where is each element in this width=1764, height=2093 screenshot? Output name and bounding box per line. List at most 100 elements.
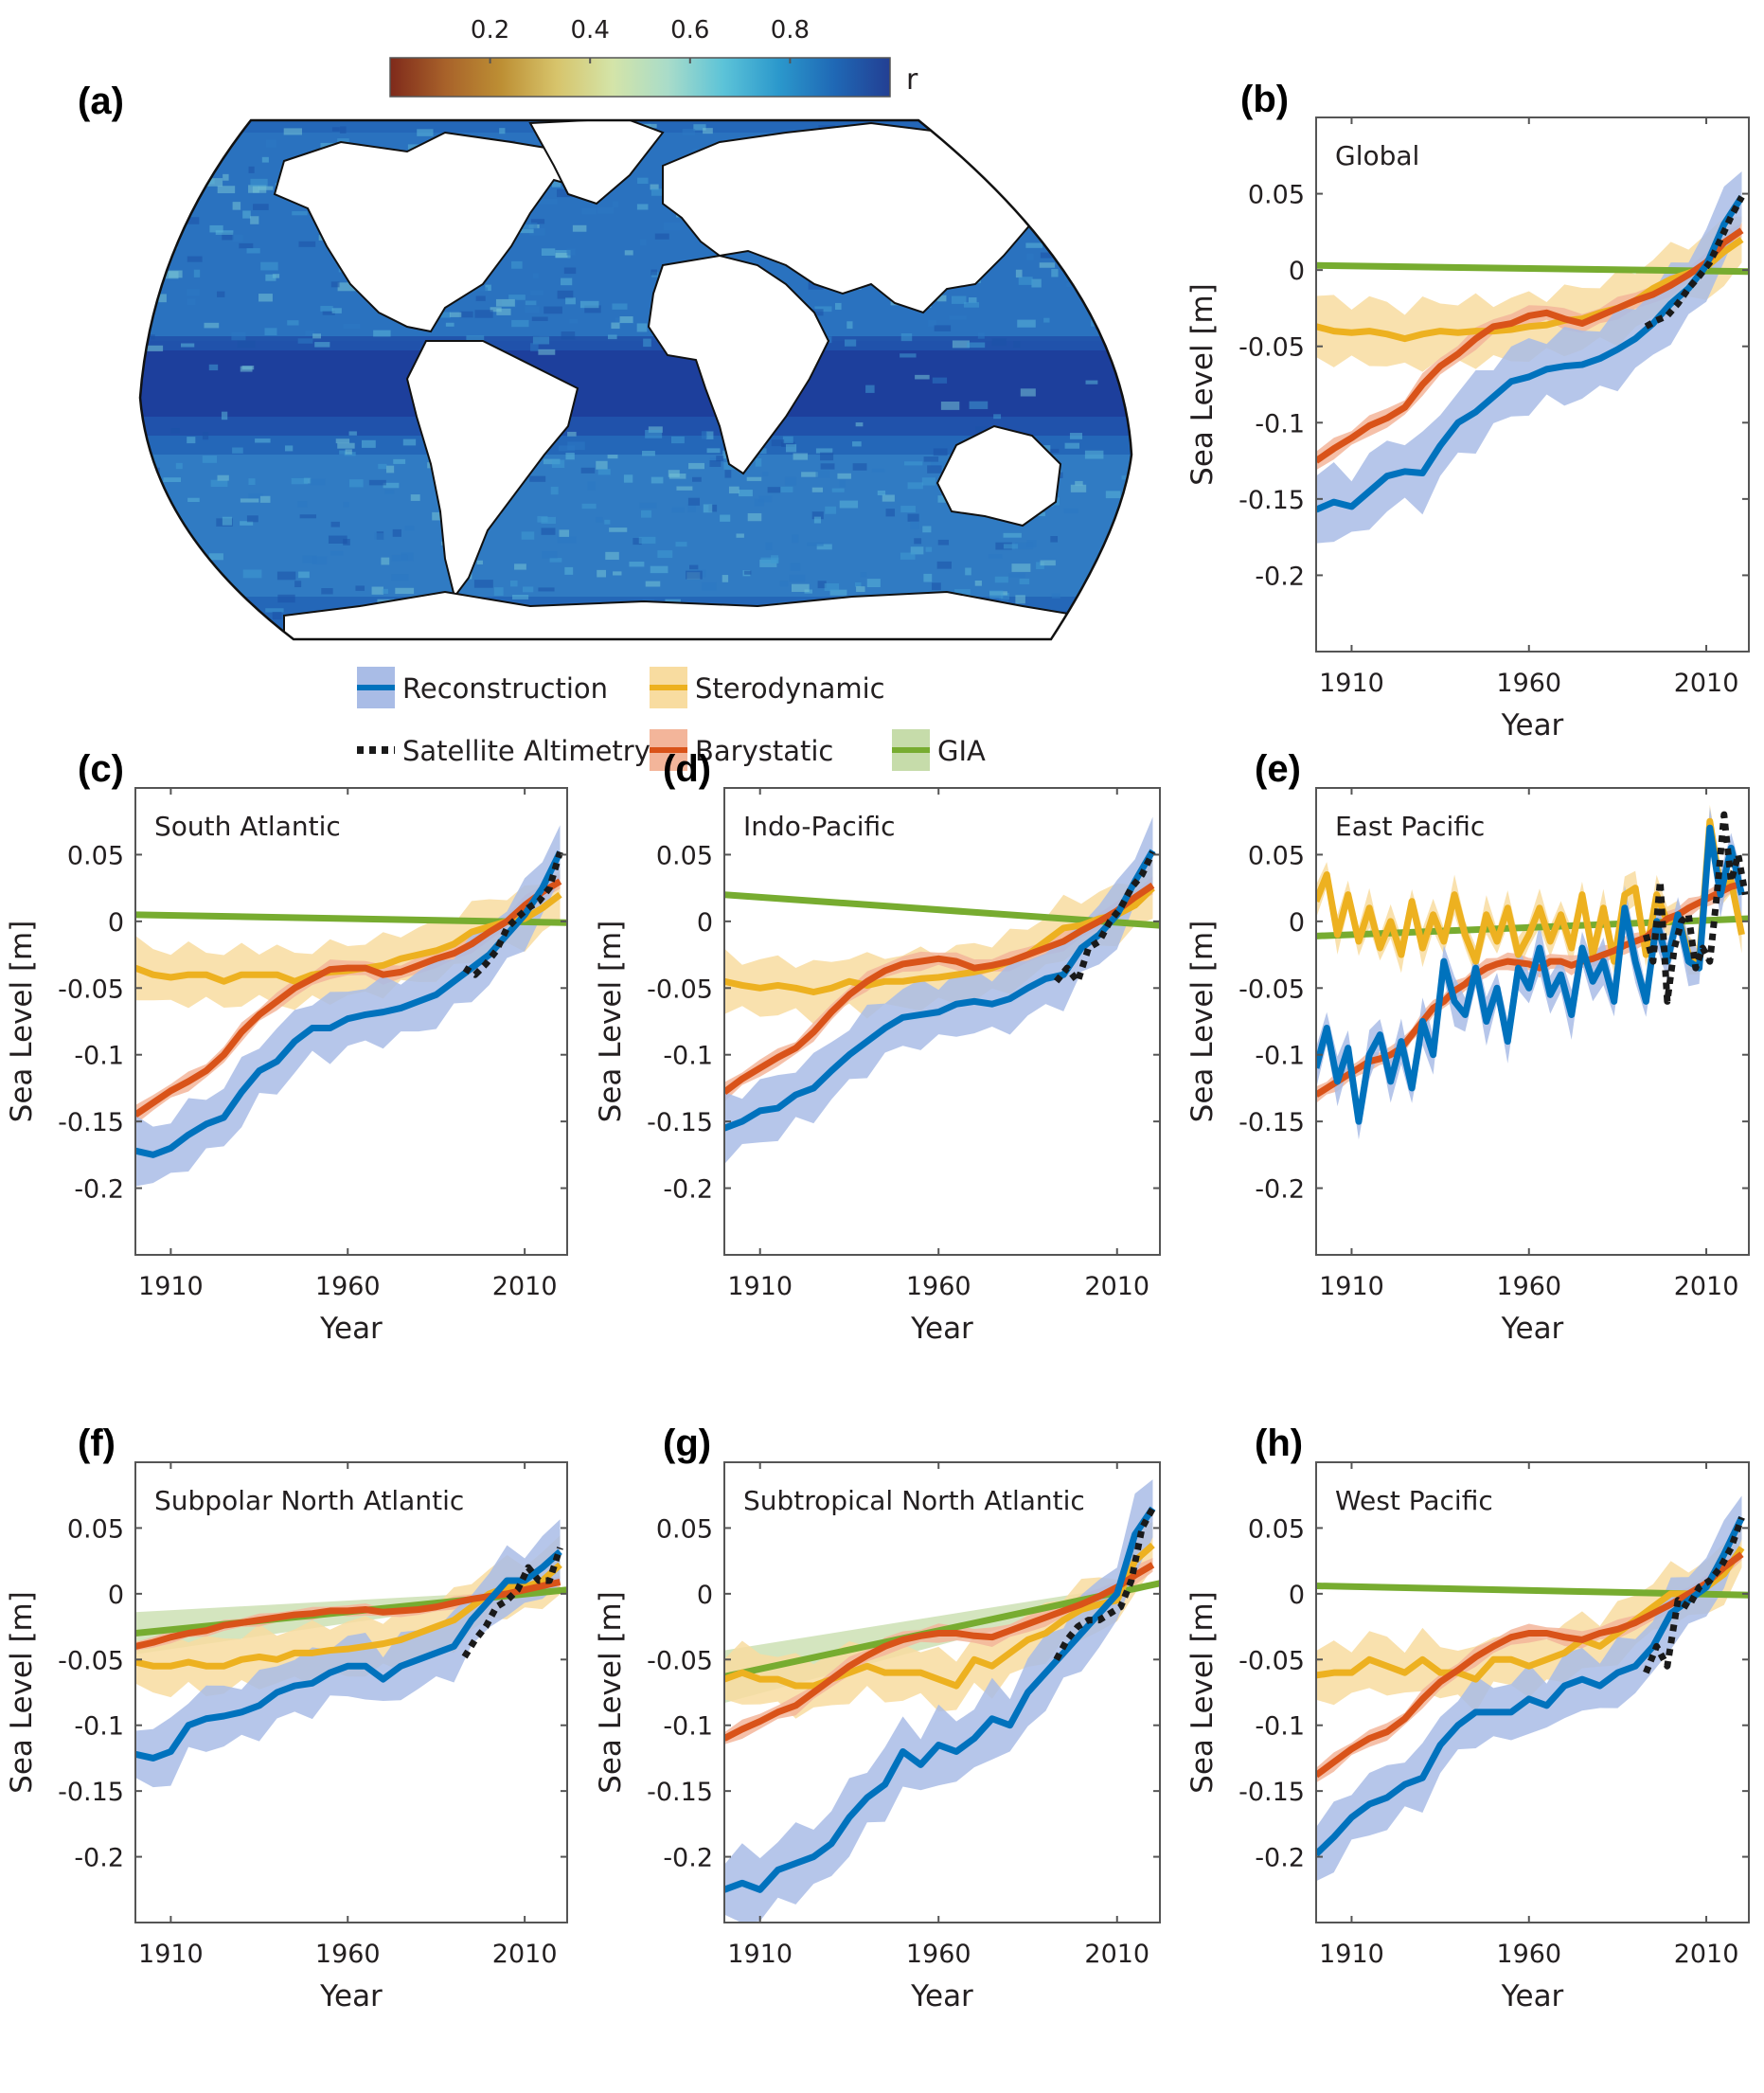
map-speckle-cell [597,569,607,578]
map-speckle-cell [314,342,330,348]
map-speckle-cell [791,583,810,592]
map-speckle-cell [564,566,574,575]
band-reconstruction [724,816,1153,1165]
map-speckle-cell [1015,269,1023,278]
map-speckle-cell [202,456,218,463]
map-speckle-cell [657,550,673,559]
map-speckle-cell [187,298,196,306]
y-axis-label: Sea Level [m] [594,1591,628,1794]
map-speckle-cell [722,575,729,582]
map-speckle-cell [248,166,255,173]
y-axis-label: Sea Level [m] [5,921,39,1123]
map-speckle-cell [260,261,278,271]
map-speckle-cell [638,536,656,544]
map-speckle-cell [216,291,225,297]
map-speckle-cell [907,482,923,490]
map-speckle-cell [925,546,933,552]
map-speckle-cell [543,306,562,314]
map-speckle-cell [208,553,223,561]
panel-d: (d) 0.05 0 -0.05 -0.1 -0.15 -0.2 1910 1960 2010 Ye… [594,748,1161,1346]
map-speckle-cell [1003,532,1022,538]
map-speckle-cell [1114,594,1128,603]
map-speckle-cell [217,123,231,130]
map-speckle-cell [607,334,617,340]
map-speckle-cell [936,295,947,302]
x-axis-label: Year [319,1312,383,1346]
map-speckle-cell [607,455,618,459]
line-barystatic [135,878,562,1118]
map-speckle-cell [277,594,295,603]
map-speckle-cell [348,431,357,436]
panel-letter: (d) [663,748,711,790]
map-speckle-cell [650,476,664,484]
axes-frame [1315,787,1750,1256]
map-speckle-cell [162,238,174,247]
map-speckle-cell [187,256,203,262]
map-speckle-cell [265,139,277,148]
map-speckle-cell [193,269,201,277]
map-speckle-cell [937,539,950,546]
y-tick-label: -0.1 [1255,409,1305,438]
x-tick-label: 2010 [1674,1940,1739,1969]
map-speckle-cell [227,611,241,619]
map-speckle-cell [558,445,576,452]
correlation-map [138,118,1133,641]
map-speckle-cell [1008,573,1025,578]
band-reconstruction [1316,1495,1742,1882]
map-speckle-cell [1027,175,1035,180]
colorbar-tick-label: 0.2 [471,16,509,45]
map-speckle-cell [1051,269,1059,277]
y-tick-label: -0.15 [647,1108,713,1137]
map-speckle-cell [148,334,155,340]
map-speckle-cell [988,554,1003,559]
x-tick-label: 1910 [727,1272,793,1301]
map-speckle-cell [736,533,744,538]
y-tick-label: 0 [108,908,124,938]
panel-title: East Pacific [1335,811,1485,842]
map-speckle-cell [231,331,246,341]
map-speckle-cell [253,204,269,210]
x-axis-label: Year [1501,1312,1564,1346]
map-speckle-cell [701,431,707,439]
y-tick-label: -0.2 [74,1175,124,1205]
map-speckle-cell [790,563,801,571]
map-speckle-cell [1050,536,1059,543]
map-speckle-cell [922,526,932,533]
map-speckle-cell [164,271,179,279]
plot-area [1316,804,1749,1140]
map-speckle-cell [473,580,493,588]
map-speckle-cell [1037,172,1046,182]
map-speckle-cell [1075,480,1083,486]
map-speckle-cell [921,477,935,486]
map-speckle-cell [865,385,875,393]
map-speckle-cell [566,248,576,256]
map-speckle-cell [915,374,930,380]
map-speckle-cell [541,516,556,525]
plot-area [1316,1495,1749,1882]
map-speckle-cell [339,126,347,134]
map-speckle-cell [1120,177,1129,186]
map-speckle-cell [395,587,415,595]
map-speckle-cell [328,535,347,544]
y-tick-label: -0.1 [663,1712,713,1742]
map-speckle-cell [1078,279,1085,288]
map-speckle-cell [511,319,529,328]
panel-letter: (g) [663,1422,711,1464]
map-speckle-cell [250,216,259,224]
map-speckle-cell [232,202,241,210]
map-speckle-cell [967,342,986,349]
map-speckle-cell [1110,603,1123,608]
colorbar-gradient [389,57,891,98]
map-speckle-cell [724,470,732,478]
colorbar: 0.2 0.4 0.6 0.8 r [389,16,918,98]
map-speckle-cell [404,526,415,531]
map-speckle-cell [1046,189,1062,199]
map-speckle-cell [1063,508,1079,513]
map-speckle-cell [641,510,652,518]
map-speckle-cell [440,312,451,318]
map-speckle-cell [758,495,773,503]
map-speckle-cell [145,555,157,561]
map-speckle-cell [641,451,655,456]
x-tick-label: 2010 [1084,1272,1149,1301]
map-speckle-cell [384,490,395,494]
